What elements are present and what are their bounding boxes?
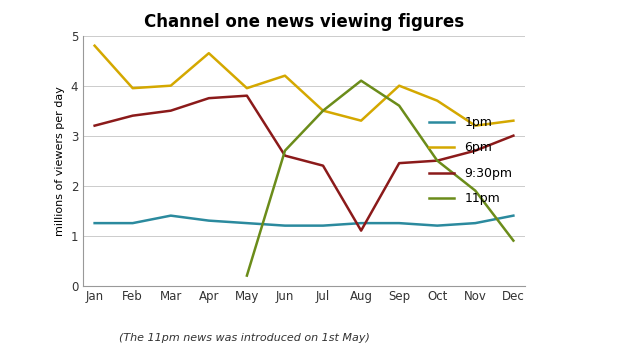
1pm [167,213,175,218]
11pm [319,109,327,113]
1pm [433,223,441,228]
9:30pm [281,154,289,158]
6pm [433,99,441,103]
6pm [357,119,365,123]
6pm [472,124,479,128]
1pm [91,221,99,225]
1pm [319,223,327,228]
6pm [205,51,212,55]
Text: (The 11pm news was introduced on 1st May): (The 11pm news was introduced on 1st May… [118,333,369,343]
Title: Channel one news viewing figures: Channel one news viewing figures [144,13,464,31]
9:30pm [357,228,365,233]
9:30pm [396,161,403,165]
1pm [129,221,136,225]
9:30pm [167,109,175,113]
1pm [509,213,517,218]
9:30pm [91,124,99,128]
9:30pm [509,134,517,138]
1pm [281,223,289,228]
Line: 1pm: 1pm [95,216,513,226]
9:30pm [205,96,212,100]
6pm [167,84,175,88]
9:30pm [433,159,441,163]
6pm [129,86,136,90]
6pm [281,74,289,78]
1pm [357,221,365,225]
6pm [509,119,517,123]
Legend: 1pm, 6pm, 9:30pm, 11pm: 1pm, 6pm, 9:30pm, 11pm [423,110,518,212]
11pm [243,273,251,278]
11pm [396,104,403,108]
11pm [509,238,517,243]
1pm [243,221,251,225]
9:30pm [243,94,251,98]
Line: 11pm: 11pm [247,81,513,276]
Line: 6pm: 6pm [95,46,513,126]
6pm [243,86,251,90]
6pm [319,109,327,113]
9:30pm [472,149,479,153]
11pm [281,149,289,153]
Line: 9:30pm: 9:30pm [95,96,513,231]
9:30pm [129,114,136,118]
1pm [205,218,212,223]
1pm [396,221,403,225]
1pm [472,221,479,225]
11pm [472,188,479,193]
11pm [433,159,441,163]
11pm [357,79,365,83]
9:30pm [319,164,327,168]
6pm [396,84,403,88]
6pm [91,44,99,48]
Y-axis label: millions of viewers per day: millions of viewers per day [55,86,65,236]
